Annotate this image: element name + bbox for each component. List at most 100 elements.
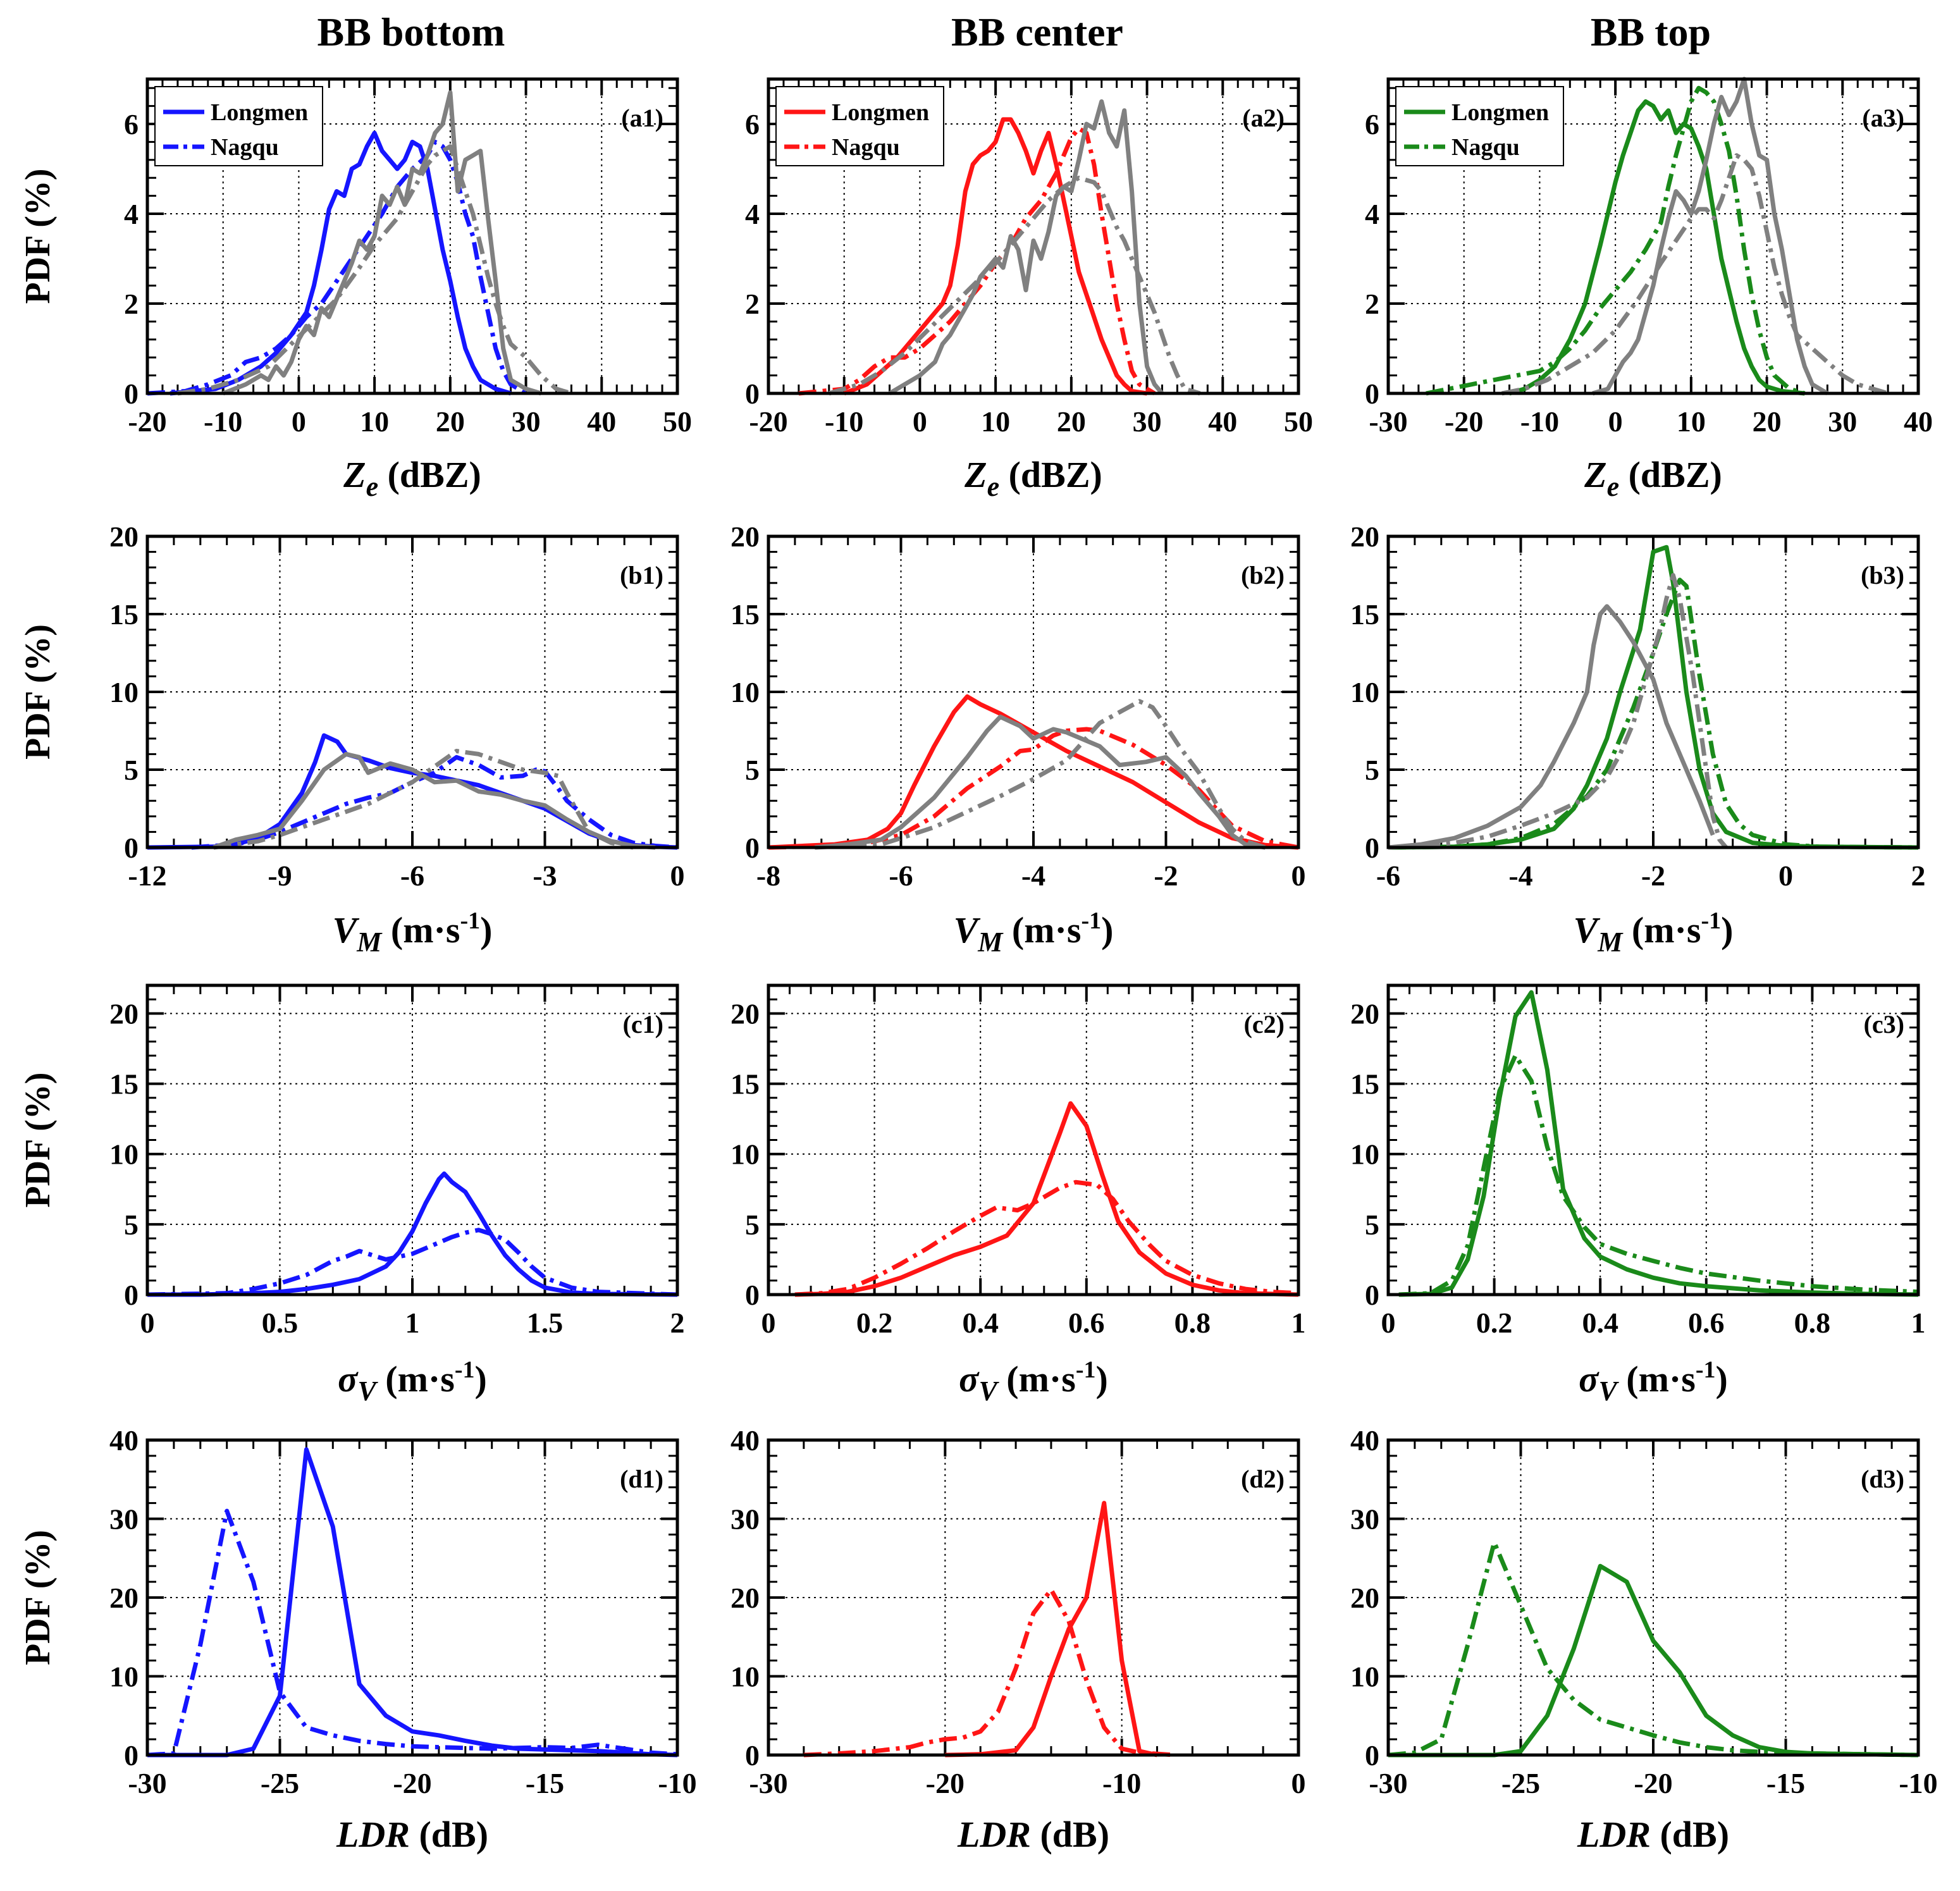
series-line-longmen (169, 130, 512, 396)
y-tick-label: 15 (730, 1068, 760, 1100)
panel-d3: -30 -25 -20 -15 -10 0 10 20 30 40 (d3) LDR (dB) (1350, 1424, 1938, 1855)
x-axis-label: VM (m·s-1) (333, 908, 493, 958)
x-axis-label: VM (m·s-1) (1574, 908, 1734, 958)
x-tick-label: -10 (1102, 1767, 1141, 1799)
panel-label: (d1) (620, 1465, 663, 1493)
plot-frame (1386, 77, 1920, 395)
x-tick-label: -15 (526, 1767, 564, 1799)
x-tick-label: -30 (1369, 1767, 1407, 1799)
x-tick-label: -20 (1634, 1767, 1672, 1799)
y-tick-label: 15 (730, 598, 760, 631)
panel-b2: -8 -6 -4 -2 0 0 5 10 15 20 (b2) VM (m·s-1) (730, 520, 1306, 958)
series-line-nagqu-gray (815, 699, 1266, 850)
x-tick-label: 40 (587, 405, 616, 438)
panel-label: (a1) (621, 104, 663, 132)
x-tick-label: 0 (1608, 405, 1623, 438)
x-tick-label: -6 (400, 859, 424, 892)
legend-label-nagqu: Nagqu (211, 134, 279, 161)
y-tick-label: 10 (1350, 1138, 1379, 1171)
y-tick-label: 0 (124, 1279, 139, 1311)
series-line-nagqu (1398, 1053, 1919, 1297)
x-axis-label: LDR (dB) (957, 1814, 1109, 1855)
x-tick-label: 0 (913, 405, 927, 438)
y-tick-label: 0 (1365, 1739, 1379, 1771)
panel-a2: -20 -10 0 10 20 30 40 50 0 2 4 6 (a2) Longmen Nagqu Ze … (745, 77, 1313, 502)
panel-a1: -20 -10 0 10 20 30 40 50 0 2 4 6 (a1) Longmen Nagqu Ze … (18, 77, 692, 502)
y-tick-label: 2 (745, 288, 760, 320)
series-line-nagqu (147, 1508, 678, 1758)
series-line-longmen-gray (1388, 604, 1715, 850)
series-line-nagqu-gray (177, 144, 572, 396)
y-tick-label: 6 (745, 108, 760, 140)
legend-label-longmen: Longmen (211, 99, 308, 126)
panel-label: (c3) (1864, 1010, 1904, 1038)
x-tick-label: -15 (1766, 1767, 1805, 1799)
x-tick-label: 2 (1911, 859, 1926, 892)
x-tick-label: 0 (1291, 859, 1306, 892)
series-line-nagqu (1388, 1540, 1919, 1758)
x-tick-label: -10 (1520, 405, 1559, 438)
legend: Longmen Nagqu (1395, 86, 1564, 166)
x-tick-label: -6 (1376, 859, 1400, 892)
plot-frame (145, 1438, 679, 1757)
x-tick-label: 10 (981, 405, 1010, 438)
y-tick-label: 5 (745, 1209, 760, 1241)
x-axis-label: σV (m·s-1) (1579, 1357, 1728, 1407)
panel-d1: -30 -25 -20 -15 -10 0 10 20 30 40 (d1) LDR (dB) PDF … (18, 1424, 697, 1855)
x-tick-label: 30 (1828, 405, 1857, 438)
series-line-nagqu-gray (828, 175, 1201, 396)
y-tick-label: 0 (124, 832, 139, 864)
y-tick-label: 10 (1350, 676, 1379, 708)
x-tick-label: 20 (1057, 405, 1086, 438)
legend-box (154, 86, 323, 166)
x-tick-label: -2 (1641, 859, 1665, 892)
legend-label-nagqu: Nagqu (1452, 134, 1520, 161)
y-tick-label: 5 (124, 754, 139, 786)
y-tick-label: 20 (730, 997, 760, 1030)
legend-label-longmen: Longmen (1452, 99, 1549, 126)
y-axis-label: PDF (%) (18, 624, 58, 760)
plot-frame (1386, 983, 1920, 1297)
y-tick-label: 20 (109, 520, 139, 553)
x-tick-label: 0.2 (856, 1307, 893, 1339)
panel-label: (a2) (1242, 104, 1285, 132)
series-line-longmen-gray (1592, 77, 1829, 396)
series-line-longmen (147, 733, 678, 850)
y-axis-label: PDF (%) (18, 168, 58, 304)
x-axis-label: Ze (dBZ) (1584, 454, 1722, 502)
panel-label: (b3) (1861, 561, 1904, 589)
series-line-nagqu (147, 1228, 678, 1297)
y-tick-label: 40 (1350, 1424, 1379, 1457)
y-tick-label: 5 (745, 754, 760, 786)
y-tick-label: 10 (730, 1661, 760, 1693)
y-tick-label: 0 (1365, 1279, 1379, 1311)
x-tick-label: -20 (128, 405, 166, 438)
y-tick-label: 15 (109, 598, 139, 631)
y-tick-label: 0 (745, 832, 760, 864)
plot-frame (145, 77, 679, 395)
series-line-longmen (1388, 545, 1919, 850)
y-tick-label: 2 (1365, 288, 1379, 320)
series-line-longmen (1398, 990, 1919, 1297)
x-axis-label: Ze (dBZ) (343, 454, 481, 502)
y-axis-label: PDF (%) (18, 1530, 58, 1665)
x-axis-label: σV (m·s-1) (959, 1357, 1108, 1407)
legend-box (1395, 86, 1564, 166)
x-tick-label: 0.5 (262, 1307, 299, 1339)
x-tick-label: 1 (1911, 1307, 1926, 1339)
legend: Longmen Nagqu (154, 86, 323, 166)
series-line-nagqu-gray (1501, 153, 1889, 396)
series-line-nagqu (794, 1180, 1299, 1297)
y-tick-label: 40 (730, 1424, 760, 1457)
panel-a3: -30 -20 -10 0 10 20 30 40 0 2 4 6 (a3) Longmen Nagqu Ze… (1365, 77, 1933, 502)
x-tick-label: 40 (1208, 405, 1237, 438)
panel-label: (b2) (1241, 561, 1285, 589)
x-tick-label: 10 (360, 405, 389, 438)
plot-frame (1386, 1438, 1920, 1757)
y-tick-label: 15 (1350, 598, 1379, 631)
plot-frame (1386, 534, 1920, 849)
series-line-longmen-gray (814, 714, 1266, 850)
